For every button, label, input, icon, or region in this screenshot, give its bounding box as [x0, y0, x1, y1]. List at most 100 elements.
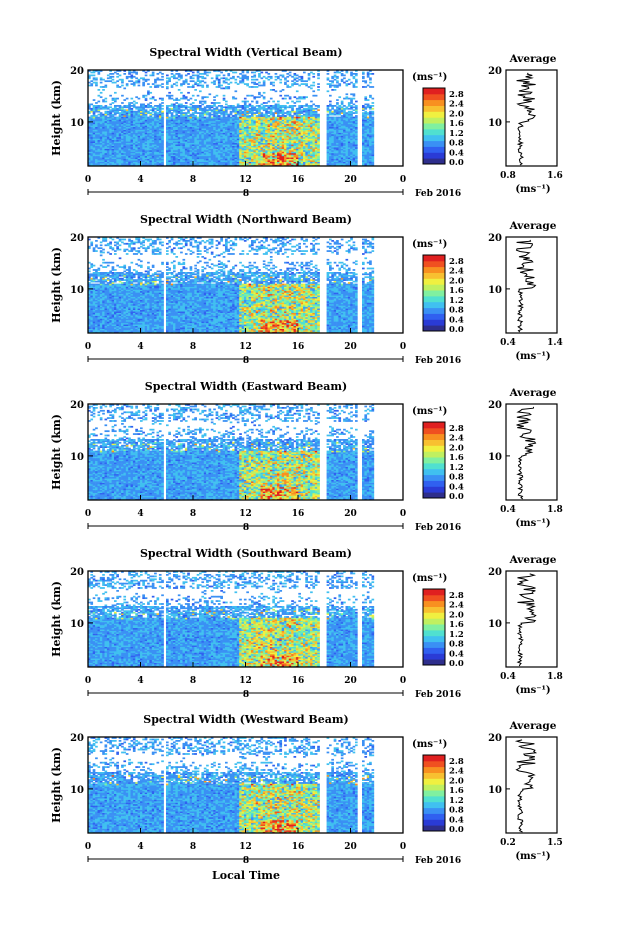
x-tick-label: 16	[292, 509, 305, 519]
panel-1: Spectral Width (Northward Beam) Height (k…	[50, 213, 563, 366]
average-profile-line	[515, 239, 537, 333]
x-tick-label: 8	[190, 676, 196, 686]
x-tick-label: 8	[190, 175, 196, 185]
profile-y-tick: 10	[488, 452, 502, 463]
profile-x-unit: (ms⁻¹)	[515, 685, 550, 696]
profile-x-tick: 0.8	[500, 171, 516, 181]
colorbar	[422, 588, 446, 666]
average-profile-line	[516, 406, 537, 500]
x-tick-label: 12	[239, 676, 252, 686]
date-label: Feb 2016	[415, 856, 461, 866]
profile-title: Average	[509, 387, 557, 399]
heatmap-cells	[88, 404, 375, 501]
profile-title: Average	[509, 720, 557, 732]
heatmap-title: Spectral Width (Northward Beam)	[140, 213, 352, 226]
colorbar-tick: 2.8	[449, 757, 464, 767]
heatmap-title: Spectral Width (Vertical Beam)	[149, 46, 342, 59]
colorbar-tick: 2.4	[449, 767, 464, 777]
profile-title: Average	[509, 220, 557, 232]
x-tick-label: 4	[137, 509, 143, 519]
x-tick-label: 20	[344, 175, 357, 185]
profile-title: Average	[509, 554, 557, 566]
colorbar-tick: 0.0	[449, 325, 464, 335]
colorbar-tick: 1.6	[449, 286, 464, 296]
heatmap-title: Spectral Width (Westward Beam)	[143, 713, 348, 726]
colorbar	[422, 754, 446, 832]
profile-x-tick: 1.8	[547, 672, 563, 682]
colorbar-tick: 0.8	[449, 806, 464, 816]
profile-y-tick: 20	[488, 233, 502, 244]
profile-title: Average	[509, 53, 557, 65]
colorbar-tick: 0.8	[449, 306, 464, 316]
colorbar-tick: 0.0	[449, 158, 464, 168]
colorbar-tick: 1.6	[449, 786, 464, 796]
colorbar-unit: (ms⁻¹)	[412, 739, 447, 750]
colorbar-tick: 0.0	[449, 492, 464, 502]
x-tick-label: 12	[239, 842, 252, 852]
colorbar-tick: 1.2	[449, 296, 464, 306]
colorbar-tick: 1.2	[449, 796, 464, 806]
x-tick-label: 16	[292, 676, 305, 686]
profile-y-tick: 10	[488, 118, 502, 129]
profile-x-tick: 0.4	[500, 338, 516, 348]
heatmap-cells	[88, 571, 375, 668]
date-label: Feb 2016	[415, 523, 461, 533]
panel-2: Spectral Width (Eastward Beam) Height (km…	[50, 380, 563, 533]
x-tick-label: 20	[344, 842, 357, 852]
colorbar-tick: 0.8	[449, 139, 464, 149]
colorbar-tick: 2.4	[449, 601, 464, 611]
y-tick-label: 20	[70, 567, 84, 578]
profile-x-tick: 0.2	[500, 838, 516, 848]
colorbar-tick: 0.0	[449, 659, 464, 669]
y-axis-label: Height (km)	[50, 414, 63, 490]
panel-4: Spectral Width (Westward Beam) Height (km…	[50, 713, 563, 866]
y-axis-label: Height (km)	[50, 747, 63, 823]
colorbar-unit: (ms⁻¹)	[412, 239, 447, 250]
profile-x-tick: 1.6	[547, 171, 563, 181]
y-tick-label: 20	[70, 233, 84, 244]
x-tick-label: 0	[400, 676, 406, 686]
x-axis-label: Local Time	[212, 869, 280, 882]
colorbar-tick: 2.0	[449, 276, 464, 286]
x-tick-label: 4	[137, 676, 143, 686]
profile-x-tick: 1.5	[547, 838, 563, 848]
profile-x-unit: (ms⁻¹)	[515, 184, 550, 195]
y-tick-label: 10	[70, 285, 84, 296]
colorbar-unit: (ms⁻¹)	[412, 406, 447, 417]
colorbar-tick: 1.6	[449, 119, 464, 129]
colorbar-tick: 2.4	[449, 434, 464, 444]
x-tick-label: 8	[190, 842, 196, 852]
colorbar-tick: 1.6	[449, 620, 464, 630]
profile-y-tick: 10	[488, 785, 502, 796]
heatmap-cells	[88, 737, 375, 834]
x-tick-label: 20	[344, 676, 357, 686]
x-tick-label: 8	[190, 342, 196, 352]
colorbar-tick: 1.6	[449, 453, 464, 463]
x-tick-label: 0	[85, 342, 91, 352]
profile-frame	[505, 736, 558, 834]
y-tick-label: 20	[70, 400, 84, 411]
profile-y-tick: 20	[488, 400, 502, 411]
colorbar-unit: (ms⁻¹)	[412, 573, 447, 584]
y-tick-label: 20	[70, 66, 84, 77]
day-label: 8	[243, 189, 249, 199]
profile-y-tick: 20	[488, 733, 502, 744]
day-label: 8	[243, 356, 249, 366]
colorbar-tick: 2.8	[449, 591, 464, 601]
y-axis-label: Height (km)	[50, 80, 63, 156]
x-tick-label: 0	[85, 175, 91, 185]
x-tick-label: 16	[292, 842, 305, 852]
colorbar-tick: 2.8	[449, 257, 464, 267]
x-tick-label: 20	[344, 342, 357, 352]
y-axis-label: Height (km)	[50, 247, 63, 323]
colorbar-tick: 0.4	[449, 482, 464, 492]
profile-x-unit: (ms⁻¹)	[515, 851, 550, 862]
profile-frame	[505, 236, 558, 334]
day-label: 8	[243, 690, 249, 700]
profile-x-unit: (ms⁻¹)	[515, 518, 550, 529]
y-tick-label: 10	[70, 452, 84, 463]
profile-y-tick: 10	[488, 285, 502, 296]
colorbar-tick: 0.4	[449, 315, 464, 325]
x-tick-label: 8	[190, 509, 196, 519]
colorbar-tick: 2.0	[449, 610, 464, 620]
